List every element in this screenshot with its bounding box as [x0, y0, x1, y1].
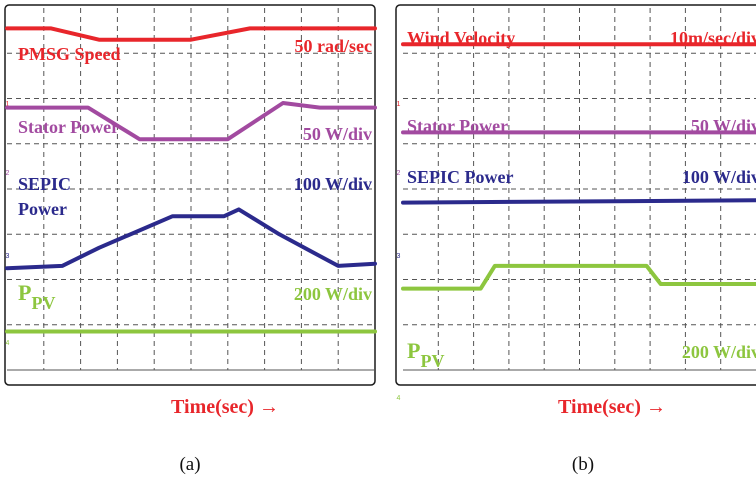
series-label-line: Power [18, 199, 67, 219]
series-scale: 200 W/div [682, 342, 756, 362]
trace-ppv [401, 263, 756, 291]
trace-sepic-power [5, 207, 377, 271]
oscilloscope-grid [7, 8, 375, 371]
series-scale: 100 W/div [682, 167, 756, 187]
channel-marker-1: 1 [397, 101, 401, 108]
channel-marker-4: 4 [6, 340, 10, 347]
series-label: Wind Velocity [407, 28, 515, 48]
panel-a: 1 2 3 4 PMSG Speed 50 rad/sec Stator Power 50 W… [4, 4, 377, 475]
series-label: Stator Power [407, 116, 508, 136]
series-scale: 50 W/div [691, 116, 756, 136]
series-scale: 50 rad/sec [295, 36, 372, 56]
trace-stator-power [5, 101, 377, 142]
panel-frame [395, 4, 756, 386]
trace-sepic-power [401, 198, 756, 205]
trace-pmsg-speed [5, 26, 377, 42]
series-label-ppv: PPV [407, 338, 444, 371]
series-scale: 100 W/div [294, 174, 372, 194]
series-label: PMSG Speed [18, 44, 121, 64]
panel-caption: (b) [572, 454, 594, 475]
series-label-subscript: PV [420, 351, 444, 371]
channel-marker-2: 2 [6, 170, 10, 177]
series-scale: 50 W/div [303, 124, 372, 144]
series-label-subscript: PV [31, 293, 55, 313]
x-axis-label: Time(sec) → [171, 396, 279, 418]
series-scale: 10m/sec/div [670, 28, 756, 48]
channel-marker-2: 2 [397, 170, 401, 177]
panel-b: 1 2 3 4 Wind Velocity 10m/sec/div Stator Power… [395, 4, 756, 475]
channel-marker-1: 1 [6, 101, 10, 108]
x-axis-label: Time(sec) → [558, 396, 666, 418]
series-label: SEPIC Power [407, 167, 514, 187]
channel-marker-3: 3 [397, 253, 401, 260]
series-label-ppv: PPV [18, 280, 55, 313]
panel-caption: (a) [179, 454, 200, 475]
oscilloscope-grid [403, 8, 756, 371]
channel-marker-4: 4 [397, 395, 401, 402]
panel-frame [4, 4, 376, 386]
series-scale: 200 W/div [294, 284, 372, 304]
channel-marker-3: 3 [6, 253, 10, 260]
series-label-line: SEPIC [18, 174, 71, 194]
series-label: Stator Power [18, 117, 119, 137]
